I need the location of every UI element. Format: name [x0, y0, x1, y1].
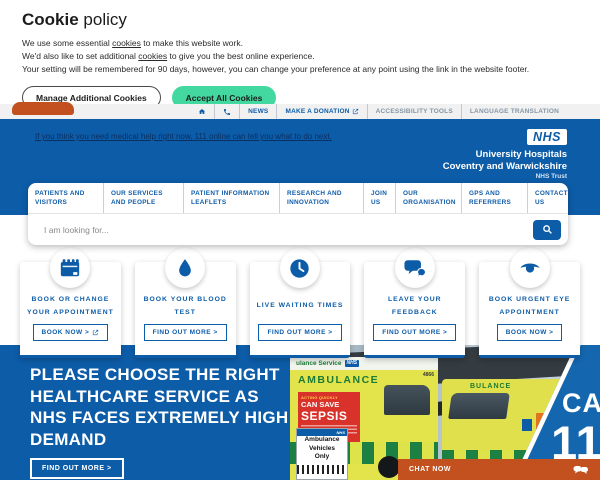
ambulance-vehicles-only-sign: NHS Ambulance Vehicles Only [296, 428, 348, 480]
main-navigation: PATIENTS AND VISITORS OUR SERVICES AND P… [28, 183, 568, 214]
orange-peek-button[interactable] [12, 102, 74, 115]
book-now-button[interactable]: BOOK NOW > [496, 324, 563, 341]
trust-brand: NHS University Hospitals Coventry and Wa… [443, 128, 567, 180]
nav-gps-and-referrers[interactable]: GPS AND REFERRERS [462, 183, 528, 213]
wheel [378, 456, 400, 478]
org-name-line3: NHS Trust [535, 173, 567, 180]
home-icon[interactable] [190, 104, 214, 119]
call-111-text: CALL [562, 388, 600, 418]
fleet-number: 4866 [422, 372, 434, 378]
nav-join-us[interactable]: JOIN US [364, 183, 396, 213]
hero-heading-line: NHS FACES EXTREMELY HIGH [30, 408, 289, 427]
find-out-more-button[interactable]: FIND OUT MORE > [143, 324, 227, 341]
hero-heading-line: DEMAND [30, 429, 107, 449]
card-feedback: LEAVE YOUR FEEDBACK FIND OUT MORE > [364, 248, 466, 358]
card-title: BOOK OR CHANGE YOUR APPOINTMENT [27, 295, 114, 316]
nhs-badge: NHS [344, 360, 360, 367]
utility-link-news[interactable]: NEWS [239, 104, 276, 119]
card-eye-appointment: BOOK URGENT EYE APPOINTMENT BOOK NOW > [479, 248, 580, 358]
cookies-link[interactable]: cookies [138, 51, 168, 61]
chat-now-label: CHAT NOW [409, 466, 451, 473]
card-waiting-times: LIVE WAITING TIMES FIND OUT MORE > [249, 248, 351, 358]
calendar-icon [50, 248, 91, 288]
utility-link-language[interactable]: LANGUAGE TRANSLATION [460, 104, 567, 119]
card-title: BOOK YOUR BLOOD TEST [143, 295, 227, 316]
nhs-badge: NHS [336, 430, 345, 435]
phone-icon[interactable] [214, 104, 239, 119]
cookie-banner: Cookie policy We use some essential cook… [0, 0, 600, 109]
hero-heading-line: HEALTHCARE SERVICE AS [30, 386, 259, 406]
hero-text: PLEASE CHOOSE THE RIGHT HEALTHCARE SERVI… [30, 364, 288, 479]
magnifier-icon [542, 225, 552, 234]
cookie-line-3: Your setting will be remembered for 90 d… [22, 64, 530, 74]
eye-icon [509, 248, 550, 288]
windshield [448, 393, 510, 419]
ambulance-lettering: AMBULANCE [298, 374, 380, 386]
nav-our-services-and-people[interactable]: OUR SERVICES AND PEOPLE [104, 183, 184, 213]
chat-bubbles-icon [573, 465, 588, 474]
hero-heading-line: PLEASE CHOOSE THE RIGHT [30, 365, 280, 384]
utility-bar: NEWS MAKE A DONATION ACCESSIBILITY TOOLS… [0, 104, 600, 121]
external-link-icon [352, 108, 358, 115]
utility-link-accessibility[interactable]: ACCESSIBILITY TOOLS [366, 104, 461, 119]
cookie-line-2: We'd also like to set additional cookies… [22, 51, 315, 61]
org-name-line2: Coventry and Warwickshire [442, 160, 567, 172]
quick-link-cards: BOOK OR CHANGE YOUR APPOINTMENT BOOK NOW… [20, 248, 580, 358]
search-button[interactable] [533, 219, 561, 240]
external-link-icon [93, 329, 99, 336]
blood-drop-icon [165, 248, 206, 288]
org-name-line1: University Hospitals [475, 149, 567, 160]
nhs-logo[interactable]: NHS [527, 129, 567, 145]
ambulance-lettering-partial: BULANCE [470, 383, 512, 390]
nav-research-and-innovation[interactable]: RESEARCH AND INNOVATION [280, 183, 364, 213]
card-title: LEAVE YOUR FEEDBACK [388, 295, 442, 316]
book-now-button[interactable]: BOOK NOW > [32, 324, 109, 341]
clock-icon [279, 248, 320, 288]
nav-contact-us[interactable]: CONTACT US [535, 190, 568, 206]
windshield [384, 385, 430, 415]
nhs-111-link[interactable]: If you think you need medical help right… [35, 132, 332, 141]
find-out-more-button[interactable]: FIND OUT MORE > [258, 324, 342, 341]
chat-now-bar[interactable]: CHAT NOW [398, 459, 600, 480]
utility-link-donation[interactable]: MAKE A DONATION [276, 104, 366, 119]
nav-search-panel: PATIENTS AND VISITORS OUR SERVICES AND P… [28, 183, 568, 245]
card-title: BOOK URGENT EYE APPOINTMENT [488, 295, 571, 316]
card-title: LIVE WAITING TIMES [256, 302, 344, 309]
search-input[interactable] [44, 224, 533, 235]
nav-our-organisation[interactable]: OUR ORGANISATION [396, 183, 462, 213]
search-bar [28, 214, 568, 245]
nav-patients-and-visitors[interactable]: PATIENTS AND VISITORS [28, 183, 104, 213]
nav-patient-information-leaflets[interactable]: PATIENT INFORMATION LEAFLETS [184, 183, 280, 213]
cookie-title: Cookie policy [22, 10, 127, 29]
cookies-link[interactable]: cookies [112, 38, 141, 48]
cookie-line-1: We use some essential cookies to make th… [22, 38, 243, 48]
card-blood-test: BOOK YOUR BLOOD TEST FIND OUT MORE > [134, 248, 236, 358]
hero-find-out-more-button[interactable]: FIND OUT MORE > [30, 458, 124, 479]
find-out-more-button[interactable]: FIND OUT MORE > [373, 324, 457, 341]
feedback-bubbles-icon [394, 248, 435, 288]
card-book-appointment: BOOK OR CHANGE YOUR APPOINTMENT BOOK NOW… [20, 248, 121, 358]
ambulance-service-text: ulance Service [296, 360, 342, 367]
